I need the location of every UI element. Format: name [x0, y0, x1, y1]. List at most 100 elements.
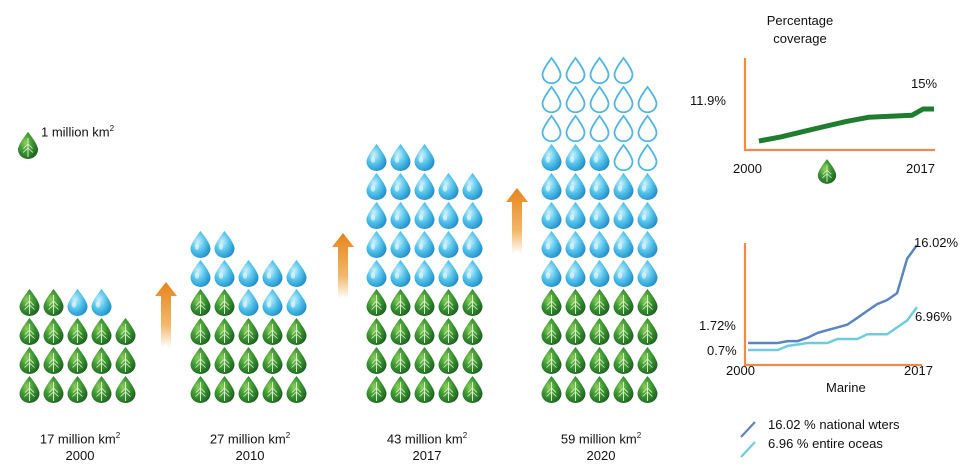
leaf-drop-icon [366, 375, 387, 403]
leaf-drop-icon [262, 317, 283, 345]
outline-drop-icon [541, 86, 562, 113]
water-drop-icon [214, 260, 235, 287]
leaf-drop-icon [438, 375, 459, 403]
leaf-drop-icon [286, 375, 307, 403]
water-drop-icon [414, 260, 435, 287]
water-drop-icon [613, 202, 634, 229]
marine-end-label-upper: 16.02% [914, 235, 959, 250]
leaf-drop-icon [214, 288, 235, 316]
water-drop-icon [565, 231, 586, 258]
leaf-drop-icon [541, 288, 562, 316]
leaf-drop-icon [190, 375, 211, 403]
water-drop-icon [637, 260, 658, 287]
leaf-drop-icon [414, 346, 435, 374]
leaf-drop-icon [115, 375, 136, 403]
leaf-drop-icon [414, 375, 435, 403]
water-drop-icon [214, 231, 235, 258]
leaf-drop-icon [214, 375, 235, 403]
leaf-drop-icon [462, 346, 483, 374]
water-drop-icon [190, 260, 211, 287]
leaf-drop-icon [565, 375, 586, 403]
water-drop-icon [565, 260, 586, 287]
leaf-drop-icon [91, 317, 112, 345]
area-unit-sup: 2 [115, 431, 121, 440]
leaf-drop-icon [43, 317, 64, 345]
water-drop-icon [565, 144, 586, 171]
water-drop-icon [366, 202, 387, 229]
marine-series-oceans-line [748, 306, 919, 352]
outline-drop-icon [637, 86, 658, 113]
leaf-drop-icon [238, 346, 259, 374]
water-drop-icon [390, 231, 411, 258]
leaf-drop-icon [589, 375, 610, 403]
water-drop-icon [541, 202, 562, 229]
column-caption-2017: 43 million km2 2017 [357, 427, 497, 464]
marine-chart [743, 243, 922, 367]
water-drop-icon [366, 144, 387, 171]
column-area-label: 43 million km [386, 431, 463, 447]
water-drop-icon [438, 173, 459, 200]
water-drop-icon [438, 231, 459, 258]
column-caption-2020: 59 million km2 2020 [531, 427, 671, 464]
water-drop-icon [390, 173, 411, 200]
water-drop-icon [637, 202, 658, 229]
water-drop-icon [366, 231, 387, 258]
marine-y-label-lower: 0.7% [707, 343, 737, 358]
column-area-label: 17 million km [39, 431, 116, 447]
water-drop-icon [589, 202, 610, 229]
water-drop-icon [414, 202, 435, 229]
column-caption-2000: 17 million km2 2000 [10, 427, 150, 464]
leaf-drop-icon [67, 375, 88, 403]
leaf-drop-icon [286, 346, 307, 374]
leaf-drop-icon [541, 317, 562, 345]
leaf-drop-icon [589, 346, 610, 374]
outline-drop-icon [613, 57, 634, 84]
leaf-drop-icon [438, 346, 459, 374]
coverage-chart-title: Percentage coverage [766, 13, 834, 46]
leaf-drop-icon [637, 288, 658, 316]
leaf-drop-icon [613, 317, 634, 345]
leaf-drop-icon [17, 131, 39, 159]
column-area-label: 59 million km [560, 431, 637, 447]
outline-drop-icon [565, 57, 586, 84]
water-drop-icon [238, 260, 259, 287]
coverage-x-start-label: 2000 [733, 161, 762, 176]
marine-y-label-upper: 1.72% [699, 318, 736, 333]
leaf-drop-icon [91, 375, 112, 403]
column-year-label: 2020 [586, 448, 616, 464]
water-drop-icon [613, 173, 634, 200]
legend-national-label: 16.02 % national wters [768, 417, 900, 432]
leaf-drop-icon [43, 288, 64, 316]
unit-legend-sup: 2 [109, 124, 115, 133]
column-year-label: 2010 [235, 448, 265, 464]
water-drop-icon [613, 260, 634, 287]
water-drop-icon [589, 173, 610, 200]
leaf-drop-icon [43, 375, 64, 403]
water-drop-icon [462, 260, 483, 287]
leaf-drop-icon [390, 346, 411, 374]
leaf-drop-icon [366, 317, 387, 345]
outline-drop-icon [613, 86, 634, 113]
leaf-drop-icon [565, 288, 586, 316]
outline-drop-icon [613, 144, 634, 171]
legend-oceans-label: 6.96 % entire oceas [768, 436, 883, 451]
water-drop-icon [390, 144, 411, 171]
leaf-drop-icon [19, 375, 40, 403]
water-drop-icon [262, 289, 283, 316]
water-drop-icon [541, 144, 562, 171]
water-drop-icon [286, 260, 307, 287]
outline-drop-icon [565, 115, 586, 142]
water-drop-icon [462, 202, 483, 229]
water-drop-icon [565, 173, 586, 200]
water-drop-icon [286, 289, 307, 316]
leaf-drop-icon [67, 317, 88, 345]
column-area-label: 27 million km [209, 431, 286, 447]
leaf-drop-icon [541, 346, 562, 374]
leaf-drop-icon [366, 346, 387, 374]
leaf-drop-icon [238, 375, 259, 403]
drop-grid [19, 57, 658, 403]
leaf-drop-icon [390, 317, 411, 345]
legend-swatch-oceans [740, 441, 756, 458]
area-unit-sup: 2 [285, 431, 291, 440]
